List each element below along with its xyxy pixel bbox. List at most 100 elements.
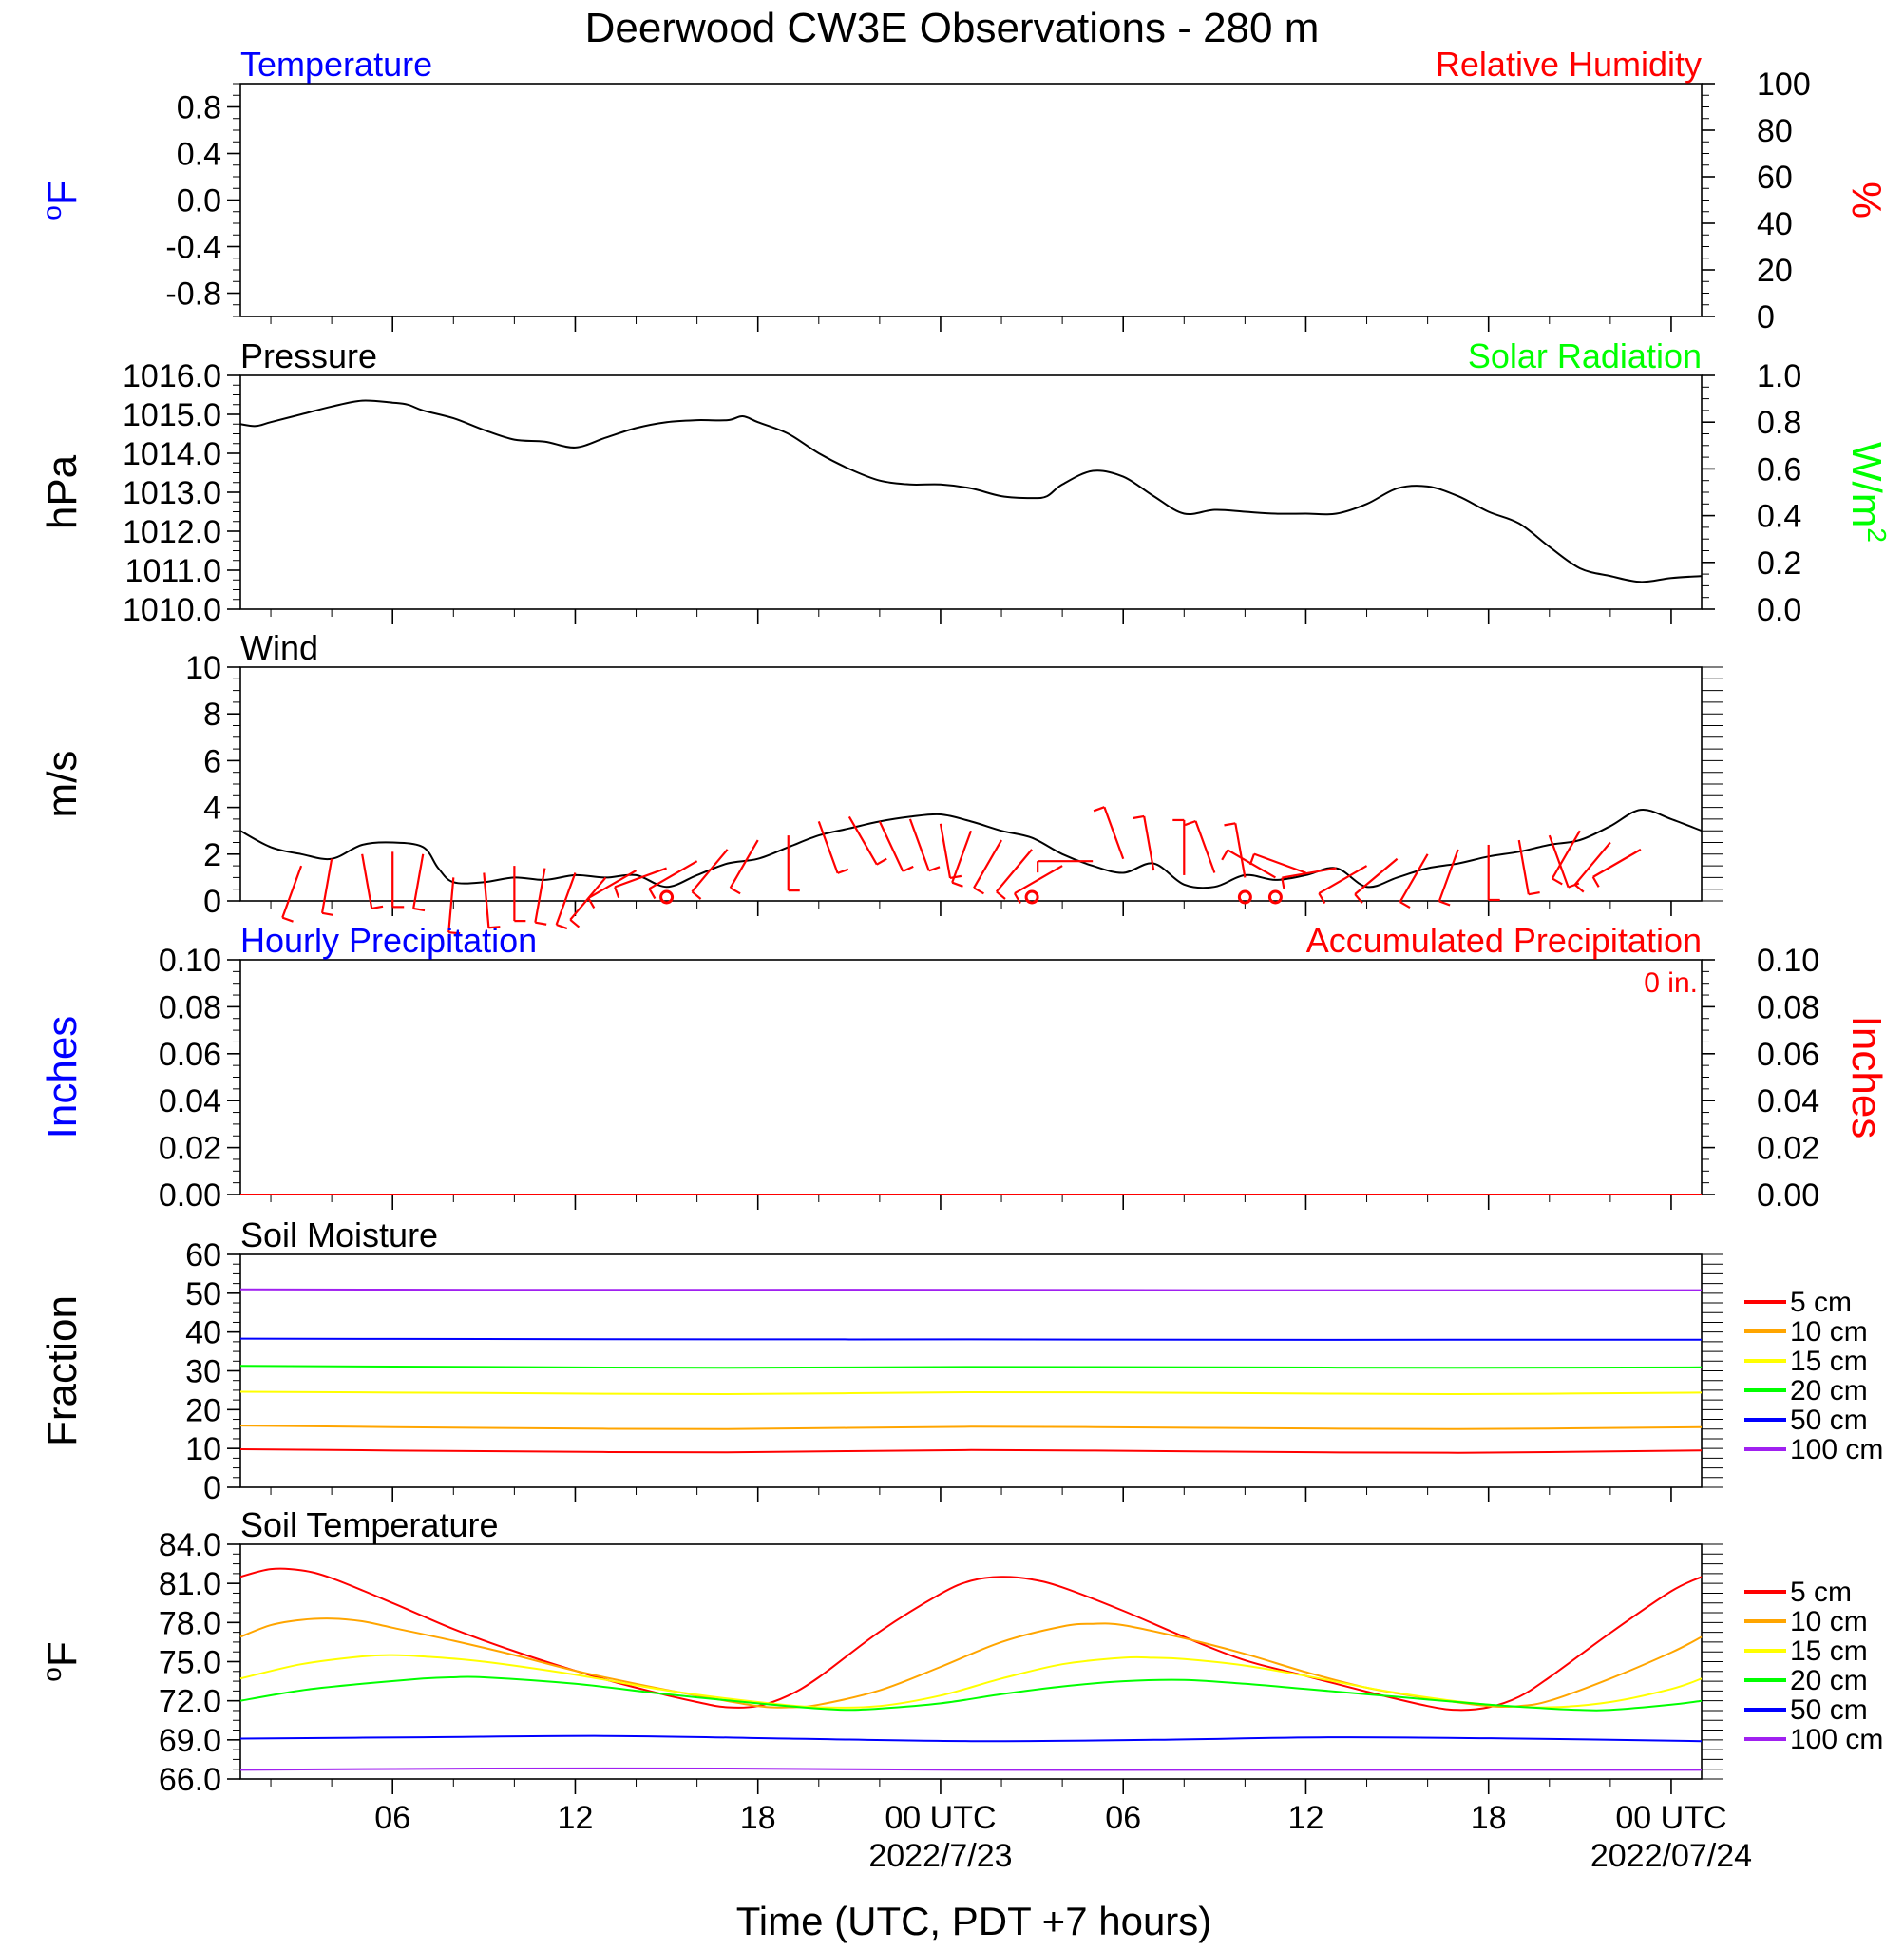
panel-wind: 0 2 4 6 8 10 Wind m/s <box>39 628 1723 935</box>
y-right-tick-label: 0.4 <box>1757 499 1801 535</box>
wind-barb-feather <box>1568 882 1580 889</box>
figure-title: Deerwood CW3E Observations - 280 m <box>585 5 1320 51</box>
y-right-tick-label: 0.0 <box>1757 592 1801 628</box>
wind-barb-feather <box>730 887 741 895</box>
wind-barb-feather <box>1184 819 1196 827</box>
wind-barb <box>1354 857 1399 895</box>
y-right-tick-label: 0.08 <box>1757 989 1819 1025</box>
wind-barb-feather <box>1591 876 1600 888</box>
y-tick-label: 1015.0 <box>123 397 221 433</box>
wind-barb-feather <box>1573 884 1585 893</box>
wind-barb-feather <box>876 857 887 866</box>
wind-barb-feather <box>1318 892 1326 905</box>
series-line-20cm <box>239 1675 1703 1712</box>
y-tick-label: 1010.0 <box>123 592 221 628</box>
y-right-tick-label: 100 <box>1757 67 1811 103</box>
x-tick-label: 06 <box>374 1800 410 1836</box>
wind-barb-feather <box>951 881 963 888</box>
wind-barb <box>691 849 729 893</box>
wind-barb-feather <box>587 897 596 909</box>
panel-pressure: 1010.01011.01012.01013.01014.01015.01016… <box>39 336 1892 628</box>
y-axis-label: Fraction <box>39 1295 86 1446</box>
wind-barb-feather <box>1248 853 1255 866</box>
calm-wind-marker <box>659 889 675 905</box>
legend-label: 20 cm <box>1790 1375 1868 1406</box>
wind-barb <box>995 849 1033 893</box>
panel-frame <box>239 83 1703 317</box>
y-tick-label: 40 <box>185 1315 221 1351</box>
wind-barb <box>817 820 839 874</box>
panel-title-left: Temperature <box>240 45 432 84</box>
y-tick-label: 0.02 <box>159 1131 221 1167</box>
legend-label: 10 cm <box>1790 1316 1868 1348</box>
wind-barb-feather <box>837 868 849 874</box>
panel-title-left: Hourly Precipitation <box>240 921 537 960</box>
series-line-10cm <box>239 1617 1703 1709</box>
y-right-tick-label: 60 <box>1757 160 1793 196</box>
y-right-tick-label: 0.6 <box>1757 451 1801 488</box>
wind-barb <box>908 818 930 871</box>
wind-barb-feather <box>321 911 334 917</box>
x-tick-label: 18 <box>1471 1800 1507 1836</box>
wind-barb <box>1592 848 1642 878</box>
y-tick-label: -0.4 <box>165 230 221 266</box>
y-tick-label: 66.0 <box>159 1762 221 1798</box>
y-tick-label: 1014.0 <box>123 436 221 472</box>
panel-title-left: Wind <box>240 628 318 667</box>
legend-label: 10 cm <box>1790 1606 1868 1637</box>
panel-title-right: Relative Humidity <box>1436 45 1702 84</box>
wind-barb-feather <box>412 907 426 912</box>
panel-frame <box>239 666 1703 902</box>
y-tick-label: 4 <box>203 791 221 827</box>
wind-barb <box>361 853 373 909</box>
wind-barb-feather <box>569 918 581 928</box>
wind-barb <box>729 839 759 889</box>
wind-barb <box>648 860 698 890</box>
wind-barb-feather <box>1528 890 1540 896</box>
y-tick-label: 2 <box>203 837 221 873</box>
y-tick-label: 0.0 <box>177 183 221 220</box>
wind-barb <box>447 877 455 933</box>
y-tick-label: 6 <box>203 743 221 779</box>
y-right-tick-label: 20 <box>1757 253 1793 289</box>
wind-barb-feather <box>1281 877 1285 889</box>
x-tick-label: 00 UTC <box>885 1800 996 1836</box>
wind-barb <box>1318 865 1368 895</box>
wind-barb-feather <box>1224 822 1236 827</box>
y-tick-label: 1013.0 <box>123 475 221 511</box>
calm-wind-marker <box>1237 889 1252 905</box>
wind-barb-feather <box>996 890 1006 900</box>
series-line <box>239 808 1703 889</box>
wind-barb-feather <box>902 865 914 872</box>
wind-barb <box>1014 865 1063 895</box>
x-tick-label: 06 <box>1105 1800 1141 1836</box>
wind-barb-feather <box>648 888 657 900</box>
y-right-tick-label: 1.0 <box>1757 358 1801 394</box>
panel-precipitation: 0.00 0.02 0.04 0.06 0.08 0.10 0.00 0.02 0.04 0.06… <box>39 921 1890 1214</box>
y-axis-label: oF <box>37 1641 86 1681</box>
y-tick-label: 1011.0 <box>125 553 221 589</box>
wind-barb <box>614 867 667 889</box>
series-line <box>239 399 1703 583</box>
y-tick-label: 0.10 <box>159 943 221 979</box>
series-line-50cm <box>239 1337 1702 1341</box>
panel-title-left: Pressure <box>240 336 377 375</box>
y-tick-label: 1012.0 <box>123 514 221 550</box>
y-right-tick-label: 0.04 <box>1757 1083 1819 1119</box>
wind-barb <box>1282 867 1337 879</box>
x-axis-label: Time (UTC, PDT +7 hours) <box>736 1899 1212 1943</box>
y-tick-label: 1016.0 <box>123 358 221 394</box>
y-axis-label: Inches <box>39 1016 86 1139</box>
panel-frame <box>239 1543 1703 1780</box>
y-tick-label: 0.06 <box>159 1037 221 1073</box>
wind-barb <box>1551 830 1581 879</box>
wind-barb <box>939 823 952 879</box>
panel-frame <box>239 374 1703 610</box>
wind-barb <box>1548 834 1570 888</box>
wind-barb <box>1517 839 1530 895</box>
y-right-tick-label: 0 <box>1757 299 1775 335</box>
y-tick-label: 81.0 <box>159 1566 221 1602</box>
wind-barb-feather <box>1221 849 1229 861</box>
wind-barb <box>973 839 1002 889</box>
y-tick-label: 8 <box>203 697 221 733</box>
